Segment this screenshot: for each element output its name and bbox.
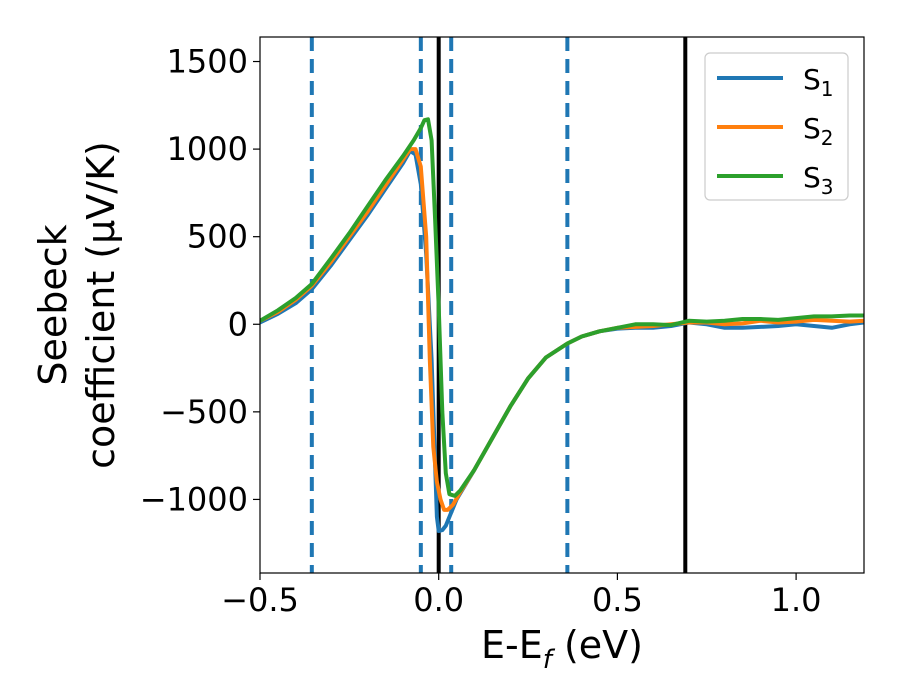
y-tick-label: 1500 (167, 43, 248, 81)
y-axis-label-line1: Seebeck (31, 224, 75, 385)
x-tick-label: 1.0 (771, 581, 822, 619)
x-axis-label-unit: (eV) (552, 623, 643, 667)
x-tick-label: −0.5 (221, 581, 299, 619)
series-line-s1 (260, 148, 864, 533)
y-tick-label: −1000 (140, 480, 248, 518)
x-axis-label-main: E-E (481, 623, 543, 667)
legend: S1 S2 S3 (704, 52, 849, 201)
y-axis: −1000 −500 0 500 1000 1500 (140, 43, 260, 518)
x-axis-label: E-Ef (eV) (481, 623, 643, 675)
series-line-s2 (260, 147, 864, 512)
legend-label: S2 (803, 112, 834, 150)
legend-label: S3 (803, 161, 834, 199)
y-axis-label-line2: coefficient (μV/K) (79, 141, 123, 469)
series-layer (260, 117, 864, 533)
vertical-reference-lines (309, 37, 688, 573)
y-tick-label: 0 (228, 305, 248, 343)
y-tick-label: 500 (187, 218, 248, 256)
series-line-s3 (260, 117, 864, 498)
legend-label: S1 (803, 63, 834, 101)
x-tick-label: 0.0 (413, 581, 464, 619)
y-tick-label: −500 (160, 393, 248, 431)
plot-frame (259, 36, 865, 574)
x-tick-label: 0.5 (592, 581, 643, 619)
x-axis: −0.5 0.0 0.5 1.0 (221, 573, 822, 619)
y-tick-label: 1000 (167, 130, 248, 168)
